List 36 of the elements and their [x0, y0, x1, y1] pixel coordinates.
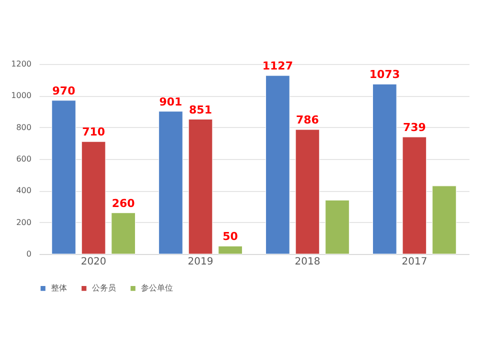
bar	[372, 84, 397, 254]
y-tick-label: 1000	[11, 91, 32, 100]
bar	[111, 212, 136, 254]
data-label: 786	[296, 114, 320, 127]
bar	[432, 186, 456, 254]
bar	[325, 200, 350, 254]
x-tick-label: 2018	[294, 256, 320, 268]
data-label: 970	[52, 84, 76, 98]
x-tick-label: 2017	[402, 256, 428, 268]
data-label: 739	[402, 120, 426, 134]
bar	[52, 100, 76, 254]
legend-label: 整体	[51, 283, 67, 292]
y-tick-label: 800	[16, 122, 32, 132]
legend-label: 公务员	[92, 283, 116, 292]
bar	[402, 136, 427, 254]
data-label: 50	[222, 230, 238, 244]
data-label: 1127	[262, 60, 293, 73]
y-tick-label: 200	[16, 218, 32, 227]
data-label: 851	[189, 103, 212, 116]
data-label: 1073	[369, 68, 400, 82]
y-tick-label: 0	[26, 250, 32, 258]
bar	[295, 129, 320, 254]
bar	[266, 75, 290, 254]
data-label: 260	[112, 196, 136, 210]
x-tick-label: 2020	[80, 256, 106, 268]
bar	[158, 111, 183, 254]
y-tick-label: 600	[16, 154, 32, 164]
y-tick-label: 1200	[11, 60, 32, 68]
bar	[81, 141, 106, 254]
x-tick-label: 2019	[188, 256, 214, 268]
bar	[218, 246, 242, 254]
data-label: 901	[159, 95, 182, 108]
bar	[188, 119, 213, 254]
y-tick-label: 400	[16, 186, 32, 196]
data-label: 710	[82, 126, 106, 139]
legend-label: 参公单位	[141, 283, 173, 292]
